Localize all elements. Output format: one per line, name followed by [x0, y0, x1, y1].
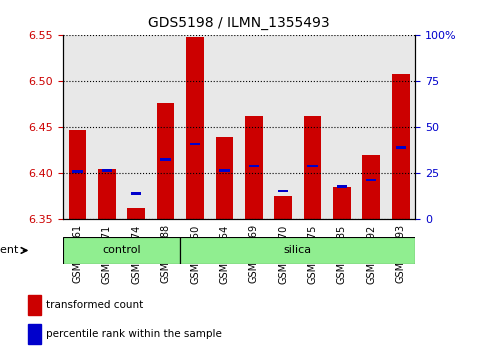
Bar	[28, 295, 41, 315]
Bar	[304, 116, 321, 219]
Bar	[102, 169, 112, 172]
Bar	[396, 146, 406, 149]
Text: agent: agent	[0, 245, 19, 256]
Bar	[180, 237, 415, 264]
Text: control: control	[102, 245, 141, 256]
Text: silica: silica	[284, 245, 312, 256]
Bar	[190, 143, 200, 145]
Bar	[186, 37, 204, 219]
Bar	[245, 116, 263, 219]
Bar	[160, 158, 171, 161]
Text: percentile rank within the sample: percentile rank within the sample	[46, 329, 222, 339]
Bar	[157, 103, 174, 219]
Bar	[63, 237, 180, 264]
Bar	[278, 189, 288, 192]
Text: transformed count: transformed count	[46, 300, 143, 310]
Bar	[219, 169, 229, 172]
Bar	[98, 169, 116, 219]
Title: GDS5198 / ILMN_1355493: GDS5198 / ILMN_1355493	[148, 16, 330, 30]
Bar	[69, 130, 86, 219]
Bar	[362, 155, 380, 219]
Bar	[274, 196, 292, 219]
Bar	[28, 324, 41, 344]
Bar	[249, 165, 259, 167]
Bar	[215, 137, 233, 219]
Bar	[392, 74, 410, 219]
Bar	[72, 170, 83, 173]
Bar	[333, 187, 351, 219]
Bar	[337, 185, 347, 188]
Bar	[307, 165, 318, 167]
Bar	[131, 192, 142, 195]
Bar	[366, 178, 376, 181]
Bar	[128, 207, 145, 219]
